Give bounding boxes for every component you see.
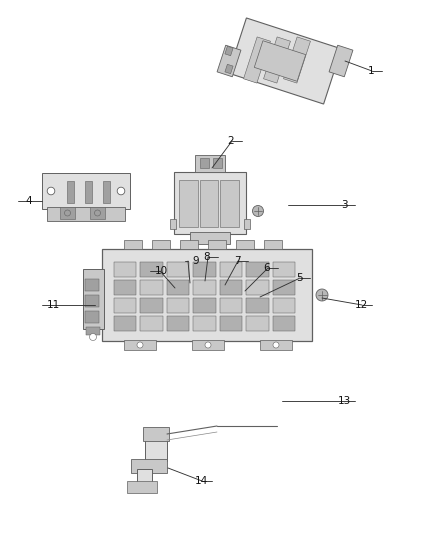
- Bar: [141, 280, 163, 295]
- Bar: [137, 469, 152, 491]
- Bar: [85, 279, 99, 291]
- Circle shape: [117, 187, 125, 195]
- Circle shape: [252, 206, 264, 216]
- Bar: [167, 316, 189, 331]
- Circle shape: [64, 210, 71, 216]
- Text: 7: 7: [234, 256, 240, 266]
- Bar: [85, 181, 92, 203]
- Bar: [179, 180, 198, 227]
- Bar: [174, 172, 246, 234]
- Bar: [272, 262, 295, 277]
- Circle shape: [137, 342, 143, 348]
- Bar: [67, 181, 74, 203]
- Bar: [193, 280, 216, 295]
- Text: 3: 3: [341, 200, 347, 210]
- Text: 13: 13: [337, 396, 351, 406]
- Bar: [217, 45, 241, 77]
- Bar: [329, 45, 353, 77]
- Text: 12: 12: [354, 300, 367, 310]
- Bar: [103, 181, 110, 203]
- Circle shape: [95, 210, 100, 216]
- Circle shape: [89, 334, 96, 341]
- Bar: [236, 240, 254, 249]
- Bar: [143, 427, 169, 441]
- Bar: [213, 158, 222, 168]
- Bar: [114, 280, 137, 295]
- Bar: [83, 269, 104, 329]
- Bar: [246, 280, 268, 295]
- Text: 10: 10: [155, 266, 168, 276]
- Circle shape: [316, 289, 328, 301]
- Bar: [152, 240, 170, 249]
- Bar: [127, 481, 157, 493]
- Bar: [47, 207, 125, 221]
- Bar: [167, 280, 189, 295]
- Bar: [246, 316, 268, 331]
- Bar: [141, 298, 163, 313]
- Bar: [190, 232, 230, 244]
- Bar: [225, 46, 233, 56]
- Bar: [170, 219, 176, 229]
- Bar: [220, 180, 239, 227]
- Bar: [200, 158, 209, 168]
- Bar: [283, 37, 311, 83]
- Bar: [272, 298, 295, 313]
- Bar: [145, 429, 167, 461]
- Bar: [167, 298, 189, 313]
- Bar: [272, 316, 295, 331]
- Bar: [244, 219, 250, 229]
- Bar: [114, 262, 137, 277]
- Bar: [220, 298, 242, 313]
- Bar: [193, 316, 216, 331]
- Bar: [86, 327, 100, 335]
- Bar: [180, 240, 198, 249]
- Text: 11: 11: [46, 300, 60, 310]
- Text: 4: 4: [26, 196, 32, 206]
- Bar: [124, 340, 156, 350]
- Bar: [208, 240, 226, 249]
- Bar: [131, 459, 167, 473]
- Bar: [220, 280, 242, 295]
- Bar: [85, 311, 99, 323]
- Bar: [244, 37, 270, 83]
- Bar: [264, 37, 290, 83]
- Bar: [85, 295, 99, 307]
- Circle shape: [205, 342, 211, 348]
- Text: 8: 8: [204, 252, 210, 262]
- Circle shape: [47, 187, 55, 195]
- Bar: [200, 180, 218, 227]
- Text: 2: 2: [228, 136, 234, 146]
- Text: 9: 9: [193, 256, 199, 266]
- Text: 14: 14: [194, 476, 208, 486]
- Bar: [225, 64, 233, 74]
- Bar: [193, 262, 216, 277]
- Bar: [102, 249, 312, 341]
- Bar: [42, 173, 130, 209]
- Bar: [114, 316, 137, 331]
- Bar: [124, 240, 142, 249]
- Bar: [192, 340, 224, 350]
- Bar: [193, 298, 216, 313]
- Bar: [246, 298, 268, 313]
- Bar: [220, 262, 242, 277]
- Bar: [246, 262, 268, 277]
- Text: 6: 6: [264, 263, 270, 273]
- Bar: [229, 18, 342, 104]
- Bar: [60, 207, 75, 219]
- Bar: [220, 316, 242, 331]
- Bar: [90, 207, 105, 219]
- Bar: [141, 316, 163, 331]
- Bar: [254, 41, 306, 81]
- Bar: [167, 262, 189, 277]
- Bar: [272, 280, 295, 295]
- Circle shape: [273, 342, 279, 348]
- Bar: [260, 340, 292, 350]
- Bar: [114, 298, 137, 313]
- Text: 5: 5: [296, 273, 302, 283]
- Text: 1: 1: [367, 66, 374, 76]
- Bar: [141, 262, 163, 277]
- Bar: [264, 240, 282, 249]
- Bar: [195, 155, 225, 172]
